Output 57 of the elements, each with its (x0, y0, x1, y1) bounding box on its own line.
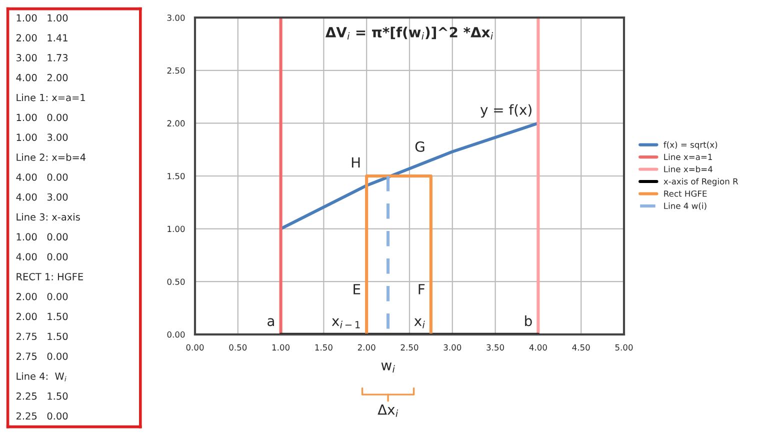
x-tick-label: 0.00 (186, 344, 204, 351)
text: 2.00 1.41 (16, 34, 68, 42)
text: 2.75 0.00 (16, 352, 68, 360)
y-tick-label: 2.00 (167, 120, 185, 126)
legend-label: Line 4 w(i) (664, 202, 706, 210)
text: 1.00 0.00 (16, 114, 68, 122)
text: 2.00 1.50 (16, 312, 68, 320)
text: 4.00 2.00 (16, 74, 68, 82)
annotation: x$_{i−1}$ (332, 318, 360, 328)
text: 1.00 3.00 (16, 134, 68, 141)
x-tick-label: 4.50 (572, 344, 590, 351)
text: RECT 1: HGFE (16, 272, 83, 280)
annotation: a (268, 318, 274, 326)
y-tick-label: 0.00 (167, 331, 185, 338)
text: 1.00 1.00 (16, 14, 68, 22)
text: 3.00 1.73 (16, 54, 68, 62)
x-tick-label: 2.50 (400, 344, 418, 351)
legend-label: x-axis of Region R (664, 178, 738, 186)
legend-label: Line x=a=1 (664, 154, 712, 160)
x-tick-label: 0.50 (229, 344, 247, 351)
y-tick-label: 0.50 (167, 278, 185, 285)
text: 4.00 3.00 (16, 193, 68, 201)
x-tick-label: 4.00 (529, 344, 547, 351)
y-tick-label: 1.00 (168, 226, 185, 232)
legend-label: Rect HGFE (664, 190, 707, 197)
text: Line 4: W$_{i}$ (16, 372, 66, 382)
text: 2.25 1.50 (16, 392, 68, 400)
annotation: F (418, 284, 425, 294)
annotation: y = f(x) (480, 104, 532, 118)
y-tick-label: 3.00 (167, 14, 185, 21)
text: 4.00 0.00 (16, 173, 68, 181)
text: 4.00 0.00 (16, 253, 68, 260)
text: w$_{i}$ (381, 362, 395, 373)
x-tick-label: 1.00 (272, 344, 290, 351)
legend-label: f(x) = sqrt(x) (664, 141, 718, 150)
x-tick-label: 2.00 (358, 344, 376, 351)
annotation: b (525, 315, 532, 326)
annotation: G (415, 141, 424, 152)
text: 1.00 0.00 (16, 233, 68, 241)
text: Line 2: x=b=4 (16, 153, 86, 161)
text: 2.00 0.00 (16, 292, 68, 300)
text: ΔV$_{i}$ = π*[f(w$_{i}$)]^2 *Δx$_{i}$ (325, 26, 494, 40)
legend-label: Line x=b=4 (664, 166, 712, 172)
text: 2.25 0.00 (16, 412, 68, 420)
text: Δx$_{i}$ (378, 404, 398, 417)
text: Line 3: x-axis (16, 213, 80, 221)
annotation: x$_{i}$ (414, 318, 425, 328)
text: Line 1: x=a=1 (16, 94, 85, 102)
x-tick-label: 3.50 (486, 344, 504, 351)
y-tick-label: 1.50 (168, 172, 185, 180)
text: 2.75 1.50 (16, 332, 68, 340)
x-tick-label: 3.00 (444, 344, 462, 351)
y-tick-label: 2.50 (167, 67, 185, 74)
annotation: H (352, 157, 360, 168)
annotation: E (354, 284, 360, 294)
x-tick-label: 1.50 (315, 344, 332, 351)
x-tick-label: 5.00 (615, 344, 633, 351)
